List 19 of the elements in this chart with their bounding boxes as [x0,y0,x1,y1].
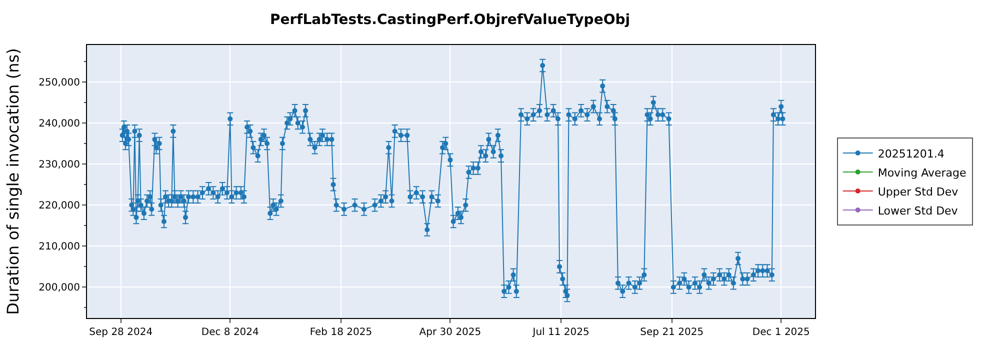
legend-label: Moving Average [878,166,966,180]
y-tick-label: 230,000 [38,160,80,171]
y-tick-label: 210,000 [38,242,80,253]
chart-title: PerfLabTests.CastingPerf.ObjrefValueTypeObj [270,12,630,28]
legend-label: 20251201.4 [878,147,944,160]
y-tick-label: 240,000 [38,118,80,130]
y-tick-label: 220,000 [38,200,80,212]
y-tick-label: 200,000 [38,282,80,294]
x-tick-label: Sep 28 2024 [89,327,153,338]
legend-label: Lower Std Dev [878,204,958,218]
x-tick-label: Apr 30 2025 [419,327,482,338]
x-tick-label: Sep 21 2025 [640,327,704,338]
y-tick-label: 250,000 [38,77,80,88]
x-tick-label: Dec 1 2025 [752,327,810,338]
x-tick-label: Jul 11 2025 [532,327,590,338]
x-tick-label: Dec 8 2024 [201,327,259,338]
x-tick-label: Feb 18 2025 [310,327,372,338]
y-axis-title: Duration of single invocation (ns) [4,48,23,315]
legend-label: Upper Std Dev [878,185,959,198]
